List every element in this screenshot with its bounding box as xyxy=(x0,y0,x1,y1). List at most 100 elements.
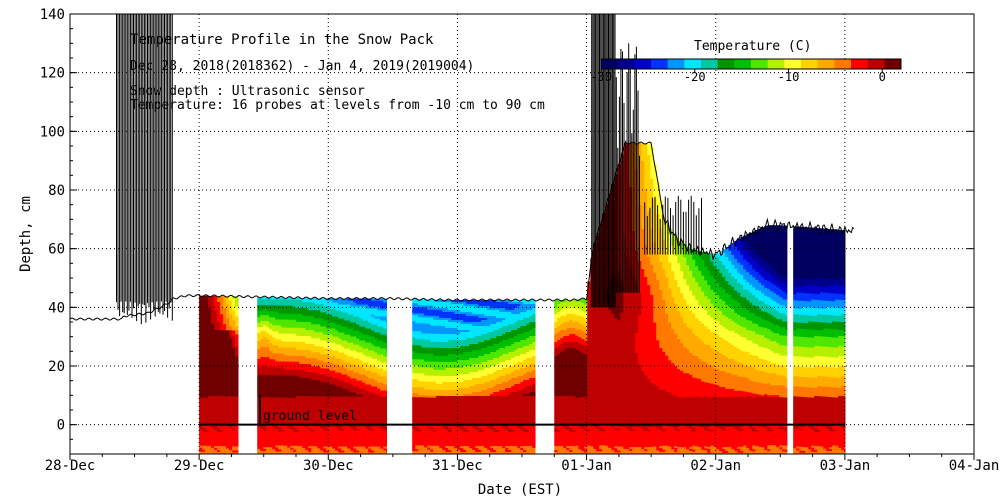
heatmap-cell xyxy=(347,444,351,448)
heatmap-cell xyxy=(211,355,215,359)
heatmap-cell xyxy=(217,376,221,379)
heatmap-cell xyxy=(199,337,203,341)
heatmap-cell xyxy=(359,400,363,404)
heatmap-cell xyxy=(226,408,230,411)
heatmap-cell xyxy=(290,411,294,415)
heatmap-cell xyxy=(199,359,203,363)
heatmap-cell xyxy=(338,364,342,368)
heatmap-cell xyxy=(320,334,324,337)
heatmap-cell xyxy=(314,306,318,309)
heatmap-cell xyxy=(223,370,227,373)
heatmap-cell xyxy=(211,435,215,439)
heatmap-cell xyxy=(362,450,366,454)
heatmap-cell xyxy=(347,432,351,436)
heatmap-cell xyxy=(226,304,230,307)
heatmap-cell xyxy=(362,316,366,320)
heatmap-cell xyxy=(308,412,312,415)
heatmap-cell xyxy=(214,367,218,371)
heatmap-cell xyxy=(341,354,345,358)
heatmap-cell xyxy=(326,406,330,410)
heatmap-cell xyxy=(320,320,324,323)
heatmap-cell xyxy=(314,316,318,319)
heatmap-cell xyxy=(296,325,300,329)
heatmap-cell xyxy=(335,320,339,324)
heatmap-cell xyxy=(317,368,321,371)
heatmap-cell xyxy=(199,415,203,419)
heatmap-cell xyxy=(308,392,312,395)
heatmap-cell xyxy=(311,328,315,331)
heatmap-cell xyxy=(308,366,312,369)
heatmap-cell xyxy=(353,384,357,388)
heatmap-cell xyxy=(326,346,330,350)
heatmap-cell xyxy=(211,337,215,341)
heatmap-cell xyxy=(329,366,333,370)
heatmap-cell xyxy=(214,331,218,335)
heatmap-cell xyxy=(329,350,333,354)
heatmap-cell xyxy=(329,374,333,378)
heatmap-cell xyxy=(368,380,372,384)
heatmap-cell xyxy=(353,442,357,446)
heatmap-cell xyxy=(232,354,236,357)
heatmap-cell xyxy=(359,424,363,428)
heatmap-cell xyxy=(260,425,264,428)
heatmap-cell xyxy=(260,437,264,440)
heatmap-cell xyxy=(290,335,294,339)
heatmap-cell xyxy=(338,432,342,436)
heatmap-cell xyxy=(217,362,221,365)
heatmap-cell xyxy=(263,425,267,428)
heatmap-cell xyxy=(263,443,267,446)
heatmap-cell xyxy=(257,340,261,344)
heatmap-cell xyxy=(257,330,261,334)
heatmap-cell xyxy=(302,311,306,315)
heatmap-cell xyxy=(272,309,276,312)
heatmap-cell xyxy=(347,312,351,316)
heatmap-cell xyxy=(332,442,336,446)
heatmap-cell xyxy=(199,381,203,385)
heatmap-cell xyxy=(272,431,276,434)
heatmap-cell xyxy=(341,320,345,324)
heatmap-cell xyxy=(257,350,261,354)
heatmap-cell xyxy=(266,299,270,302)
heatmap-cell xyxy=(205,393,209,397)
heatmap-cell xyxy=(217,368,221,371)
heatmap-cell xyxy=(226,372,230,375)
heatmap-cell xyxy=(299,413,303,417)
heatmap-cell xyxy=(229,378,233,381)
heatmap-cell xyxy=(311,378,315,381)
heatmap-cell xyxy=(353,334,357,338)
heatmap-cell xyxy=(341,442,345,446)
heatmap-cell xyxy=(368,360,372,364)
heatmap-cell xyxy=(365,410,369,414)
heatmap-cell xyxy=(308,318,312,321)
heatmap-cell xyxy=(365,346,369,350)
heatmap-cell xyxy=(217,414,221,417)
heatmap-cell xyxy=(365,416,369,420)
heatmap-cell xyxy=(329,448,333,452)
heatmap-cell xyxy=(296,377,300,381)
heatmap-cell xyxy=(341,410,345,414)
heatmap-cell xyxy=(263,351,267,354)
heatmap-cell xyxy=(335,448,339,452)
heatmap-cell xyxy=(299,351,303,355)
heatmap-cell xyxy=(320,314,324,317)
heatmap-cell xyxy=(320,430,324,433)
heatmap-cell xyxy=(317,344,321,347)
heatmap-cell xyxy=(332,452,336,454)
heatmap-cell xyxy=(338,368,342,372)
heatmap-cell xyxy=(317,410,321,413)
heatmap-cell xyxy=(284,449,288,453)
heatmap-cell xyxy=(287,449,291,453)
heatmap-cell xyxy=(208,409,212,413)
heatmap-cell xyxy=(311,364,315,367)
heatmap-cell xyxy=(229,442,233,445)
heatmap-cell xyxy=(356,298,360,302)
heatmap-cell xyxy=(341,398,345,402)
heatmap-cell xyxy=(362,306,366,310)
heatmap-cell xyxy=(266,429,270,432)
heatmap-cell xyxy=(347,452,351,454)
heatmap-cell xyxy=(278,385,282,389)
heatmap-cell xyxy=(326,354,330,358)
heatmap-cell xyxy=(317,324,321,327)
heatmap-cell xyxy=(235,408,239,412)
heatmap-cell xyxy=(338,440,342,444)
